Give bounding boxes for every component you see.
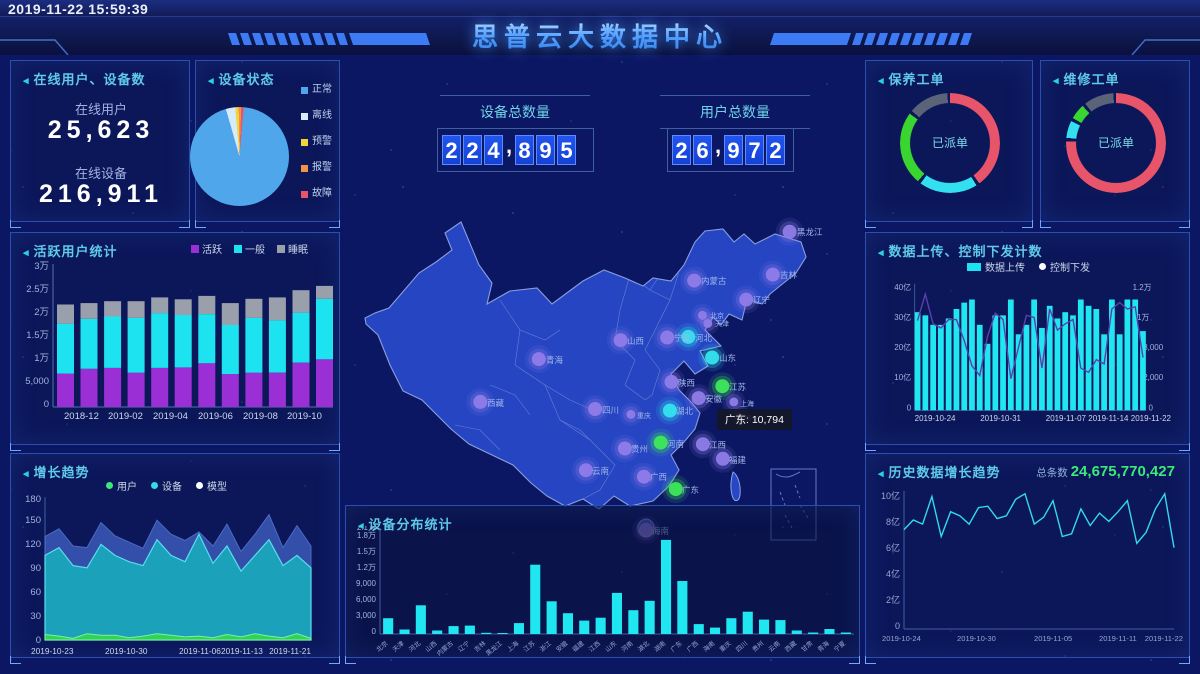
svg-text:2019-08: 2019-08 [243, 411, 278, 422]
svg-text:2019-10-31: 2019-10-31 [980, 414, 1021, 423]
svg-text:2019-11-13: 2019-11-13 [221, 646, 263, 656]
svg-text:120: 120 [25, 539, 41, 550]
svg-text:1.2万: 1.2万 [1133, 283, 1152, 292]
svg-text:广西: 广西 [685, 639, 700, 654]
svg-text:0: 0 [895, 621, 900, 631]
svg-text:黑龙江: 黑龙江 [484, 638, 505, 656]
svg-text:6亿: 6亿 [886, 542, 900, 553]
svg-text:2019-11-11: 2019-11-11 [1099, 634, 1137, 643]
svg-text:10亿: 10亿 [881, 490, 900, 501]
svg-text:福建: 福建 [570, 638, 586, 653]
svg-text:9,000: 9,000 [356, 579, 377, 588]
svg-text:1万: 1万 [1137, 313, 1149, 322]
svg-text:2019-10-23: 2019-10-23 [31, 646, 74, 656]
svg-text:8亿: 8亿 [886, 516, 900, 527]
svg-text:2019-11-06: 2019-11-06 [179, 646, 221, 656]
svg-text:山东: 山东 [603, 639, 618, 654]
svg-text:河北: 河北 [407, 639, 422, 654]
svg-text:天津: 天津 [391, 639, 406, 654]
svg-text:贵州: 贵州 [750, 639, 765, 654]
svg-text:2万: 2万 [34, 307, 49, 318]
svg-text:辽宁: 辽宁 [456, 639, 471, 654]
svg-text:2019-10-24: 2019-10-24 [882, 634, 921, 643]
svg-text:2019-11-07: 2019-11-07 [1046, 414, 1087, 423]
svg-text:2019-11-22: 2019-11-22 [1131, 414, 1172, 423]
svg-text:上海: 上海 [505, 638, 521, 653]
svg-text:2019-10: 2019-10 [287, 411, 322, 422]
svg-text:湖南: 湖南 [652, 639, 667, 654]
svg-text:8,000: 8,000 [1143, 343, 1164, 352]
svg-text:重庆: 重庆 [717, 638, 733, 653]
svg-text:广东: 广东 [668, 639, 683, 654]
svg-text:2019-11-22: 2019-11-22 [1145, 634, 1183, 643]
svg-text:0: 0 [44, 399, 49, 410]
svg-text:1.5万: 1.5万 [26, 330, 49, 341]
svg-text:2.1万: 2.1万 [357, 526, 376, 532]
svg-text:北京: 北京 [374, 639, 389, 654]
svg-text:江西: 江西 [587, 639, 602, 653]
svg-text:1.8万: 1.8万 [357, 531, 376, 540]
svg-text:内蒙古: 内蒙古 [435, 639, 455, 656]
svg-text:湖北: 湖北 [636, 638, 652, 653]
svg-text:甘肃: 甘肃 [799, 639, 814, 654]
svg-text:2019-11-14: 2019-11-14 [1088, 414, 1129, 423]
svg-text:1.5万: 1.5万 [357, 547, 376, 556]
svg-text:3,000: 3,000 [356, 611, 377, 620]
svg-text:60: 60 [30, 587, 41, 598]
svg-text:2019-11-05: 2019-11-05 [1034, 634, 1072, 643]
svg-text:10亿: 10亿 [894, 372, 911, 382]
svg-text:180: 180 [25, 494, 41, 505]
svg-text:西藏: 西藏 [783, 638, 799, 653]
svg-text:5,000: 5,000 [25, 376, 49, 387]
svg-text:3万: 3万 [34, 261, 49, 272]
svg-text:0: 0 [907, 403, 912, 412]
svg-text:安徽: 安徽 [554, 638, 570, 653]
svg-text:海南: 海南 [701, 639, 716, 654]
svg-text:2,000: 2,000 [1143, 373, 1164, 382]
svg-text:青海: 青海 [815, 638, 831, 653]
svg-text:2019-10-30: 2019-10-30 [105, 646, 148, 656]
svg-text:2019-02: 2019-02 [108, 411, 143, 422]
svg-text:2019-04: 2019-04 [153, 411, 188, 422]
svg-text:4亿: 4亿 [886, 568, 900, 579]
svg-text:河南: 河南 [619, 639, 634, 654]
svg-text:2019-10-30: 2019-10-30 [957, 634, 996, 643]
svg-text:2018-12: 2018-12 [64, 411, 99, 422]
svg-text:2019-11-21: 2019-11-21 [269, 646, 311, 656]
svg-text:30: 30 [30, 611, 41, 622]
svg-text:0: 0 [36, 635, 41, 646]
svg-text:宁夏: 宁夏 [832, 638, 848, 653]
svg-text:2.5万: 2.5万 [26, 284, 49, 295]
svg-text:150: 150 [25, 515, 41, 526]
svg-text:2亿: 2亿 [886, 594, 900, 605]
svg-text:0: 0 [372, 627, 377, 636]
svg-text:6,000: 6,000 [356, 595, 377, 604]
svg-text:30亿: 30亿 [894, 312, 911, 322]
svg-text:2019-06: 2019-06 [198, 411, 233, 422]
svg-text:1.2万: 1.2万 [357, 563, 376, 572]
svg-text:1万: 1万 [34, 353, 49, 364]
svg-text:四川: 四川 [734, 639, 749, 653]
svg-text:40亿: 40亿 [894, 282, 911, 292]
svg-text:江苏: 江苏 [521, 639, 536, 654]
svg-text:0: 0 [1149, 403, 1154, 412]
svg-text:云南: 云南 [766, 639, 781, 654]
svg-text:20亿: 20亿 [894, 342, 911, 352]
svg-text:90: 90 [30, 563, 41, 574]
svg-text:2019-10-24: 2019-10-24 [915, 414, 956, 423]
svg-text:浙江: 浙江 [537, 638, 553, 653]
